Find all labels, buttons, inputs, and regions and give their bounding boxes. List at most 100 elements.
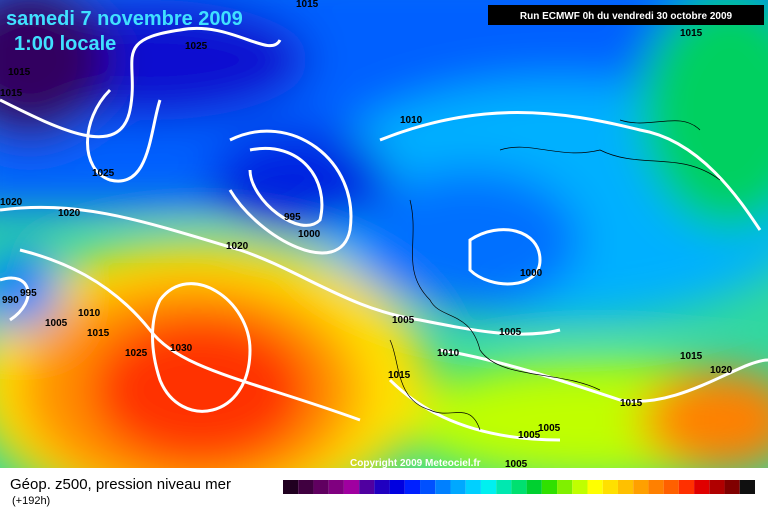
colorbar-cell <box>313 480 329 494</box>
colorbar-cell <box>283 480 299 494</box>
colorbar-label: 592 <box>651 499 662 505</box>
colorbar-cell <box>328 480 344 494</box>
time: 1:00 locale <box>14 33 116 55</box>
colorbar-cell <box>359 480 375 494</box>
colorbar-label: 584 <box>621 499 632 505</box>
isobar-label: 1005 <box>45 318 68 329</box>
colorbar-label: 604 <box>697 499 708 505</box>
colorbar-label: 524 <box>392 499 403 505</box>
isobar-label: 1025 <box>92 168 115 179</box>
colorbar-label: 564 <box>544 499 555 505</box>
colorbar-cell <box>587 480 603 494</box>
colorbar-cell <box>572 480 588 494</box>
coastlines <box>389 119 721 431</box>
colorbar-label: 516 <box>362 499 373 505</box>
isobars <box>0 26 768 442</box>
colorbar-cell <box>617 480 634 494</box>
colorbar-cell <box>496 480 512 494</box>
isobar-label: 1000 <box>298 229 321 240</box>
colorbar-label: 528 <box>407 499 418 505</box>
colorbar-cell <box>374 480 390 494</box>
isobar-label: 1030 <box>170 343 193 354</box>
lead-time: (+192h) <box>12 495 50 507</box>
isobar-label: 1010 <box>437 348 460 359</box>
isobar-label: 1025 <box>185 41 208 52</box>
colorbar-cell <box>420 480 436 494</box>
isobar-label: 1015 <box>0 88 23 99</box>
isobar-label: 1010 <box>78 308 101 319</box>
colorbar-cell <box>694 480 710 494</box>
colorbar-cell <box>739 480 755 494</box>
isobar-label: 1020 <box>226 241 249 252</box>
isobar-label: 995 <box>284 212 301 223</box>
colorbar-label: 520 <box>377 499 388 505</box>
colorbar-label: 540 <box>453 499 464 505</box>
colorbar-cell <box>298 480 314 494</box>
colorbar-cell <box>480 480 497 494</box>
colorbar-label: 532 <box>423 499 434 505</box>
colorbar-label: 588 <box>636 499 647 505</box>
colorbar-cell <box>435 480 451 494</box>
colorbar-label: 568 <box>560 499 571 505</box>
colorbar-label: 548 <box>484 499 495 505</box>
colorbar-label: 608 <box>712 499 723 505</box>
isobar-label: 1015 <box>87 328 110 339</box>
footer-title: Géop. z500, pression niveau mer <box>10 476 231 493</box>
isobar-label: 1005 <box>538 423 561 434</box>
isobar-label: 1020 <box>710 365 733 376</box>
colorbar-label: 556 <box>514 499 525 505</box>
colorbar-cell <box>511 480 527 494</box>
colorbar-label: 512 <box>347 499 358 505</box>
colorbar-cell <box>404 480 421 494</box>
isobar-label: 1005 <box>499 327 522 338</box>
isobar-label: 1015 <box>620 398 643 409</box>
colorbar-label: 596 <box>666 499 677 505</box>
run-info: Run ECMWF 0h du vendredi 30 octobre 2009 <box>520 11 733 22</box>
colorbar-cell <box>465 480 481 494</box>
isobar-label: 1005 <box>518 430 541 441</box>
isobar-label: 1025 <box>125 348 148 359</box>
colorbar-cell <box>343 480 360 494</box>
isobar-label: 1015 <box>8 67 31 78</box>
colorbar-cell <box>709 480 725 494</box>
colorbar-label: 544 <box>468 499 479 505</box>
isobar-label: 1000 <box>520 268 543 279</box>
colorbar-label: 552 <box>499 499 510 505</box>
colorbar-label: 508 <box>331 499 342 505</box>
colorbar-cell <box>450 480 466 494</box>
colorbar-label: 504 <box>316 499 327 505</box>
isobar-label: 1015 <box>680 28 703 39</box>
colorbar-label: 536 <box>438 499 449 505</box>
colorbar-cell <box>724 480 740 494</box>
colorbar-label: 616 <box>742 499 753 505</box>
colorbar-label: 500 <box>301 499 312 505</box>
colorbar-label: 600 <box>681 499 692 505</box>
copyright: Copyright 2009 Meteociel.fr <box>350 458 481 469</box>
colorbar-cell <box>648 480 664 494</box>
isobar-label: 1005 <box>392 315 415 326</box>
colorbar-label: 580 <box>605 499 616 505</box>
colorbar-label: 576 <box>590 499 601 505</box>
colorbar: 496 500 504 508 512 516 520 524 528 532 536 540 544 5… <box>283 480 755 505</box>
colorbar-cell <box>663 480 679 494</box>
colorbar-cell <box>602 480 618 494</box>
colorbar-cell <box>526 480 542 494</box>
isobar-labels: 1015 1025 1015 1015 1015 1010 1025 1020 1020 995 1… <box>0 0 733 470</box>
isobar-label: 1015 <box>388 370 411 381</box>
isobar-label: 990 <box>2 295 19 306</box>
date: samedi 7 novembre 2009 <box>6 8 243 30</box>
colorbar-cell <box>557 480 573 494</box>
isobar-label: 1005 <box>505 459 528 470</box>
run-box <box>488 5 764 25</box>
isobar-label: 1020 <box>58 208 81 219</box>
isobar-label: 995 <box>20 288 37 299</box>
isobar-label: 1010 <box>400 115 423 126</box>
colorbar-label: 612 <box>727 499 738 505</box>
colorbar-label: 572 <box>575 499 586 505</box>
isobar-label: 1015 <box>296 0 319 10</box>
colorbar-label: 496 <box>286 499 297 505</box>
isobar-label: 1015 <box>680 351 703 362</box>
colorbar-label: 560 <box>529 499 540 505</box>
